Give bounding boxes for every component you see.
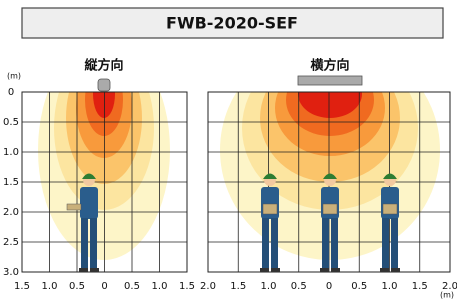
leg (391, 218, 398, 270)
shoe (260, 268, 269, 272)
x-tick-label: 2.0 (442, 281, 457, 292)
panel-label: 横方向 (310, 58, 349, 74)
x-tick-label: 1.5 (230, 281, 246, 292)
x-tick-label: 0.5 (291, 281, 307, 292)
leg (382, 218, 389, 270)
leg (81, 218, 88, 270)
clipboard (263, 204, 277, 214)
shoe (380, 268, 389, 272)
shoe (320, 268, 329, 272)
x-tick-label: 0.5 (69, 281, 85, 292)
x-tick-label: 1.5 (14, 281, 30, 292)
leg (90, 218, 97, 270)
shoe (391, 268, 400, 272)
shoe (90, 268, 99, 272)
clipboard (67, 204, 81, 210)
shoe (331, 268, 340, 272)
y-tick-label: 3.0 (3, 267, 19, 278)
clipboard (383, 204, 397, 214)
diagram: FWB-2020-SEF (m) (m) 1.51.00.500.51.01.5… (0, 0, 457, 300)
shoe (271, 268, 280, 272)
y-tick-label: 2.0 (3, 207, 19, 218)
panel-label: 縦方向 (84, 58, 123, 74)
y-tick-label: 1.5 (3, 177, 19, 188)
clipboard (323, 204, 337, 214)
x-tick-label: 0.5 (351, 281, 367, 292)
torso (80, 187, 98, 219)
x-tick-label: 1.0 (152, 281, 168, 292)
x-tick-label: 1.5 (412, 281, 428, 292)
x-tick-label: 2.0 (200, 281, 216, 292)
x-tick-label: 1.5 (179, 281, 195, 292)
leg (331, 218, 338, 270)
lamp-front (298, 76, 362, 85)
x-tick-label: 0.5 (124, 281, 140, 292)
x-tick-label: 1.0 (382, 281, 398, 292)
x-tick-label: 1.0 (261, 281, 277, 292)
y-tick-label: 2.5 (3, 237, 19, 248)
shoe (79, 268, 88, 272)
leg (322, 218, 329, 270)
y-unit: (m) (7, 72, 21, 81)
leg (262, 218, 269, 270)
title: FWB-2020-SEF (166, 14, 298, 33)
y-tick-label: 0 (8, 87, 14, 98)
lamp-side (98, 79, 110, 91)
x-tick-label: 0 (101, 281, 107, 292)
x-tick-label: 1.0 (42, 281, 58, 292)
leg (271, 218, 278, 270)
x-tick-label: 0 (326, 281, 332, 292)
y-tick-label: 0.5 (3, 117, 19, 128)
y-tick-label: 1.0 (3, 147, 19, 158)
